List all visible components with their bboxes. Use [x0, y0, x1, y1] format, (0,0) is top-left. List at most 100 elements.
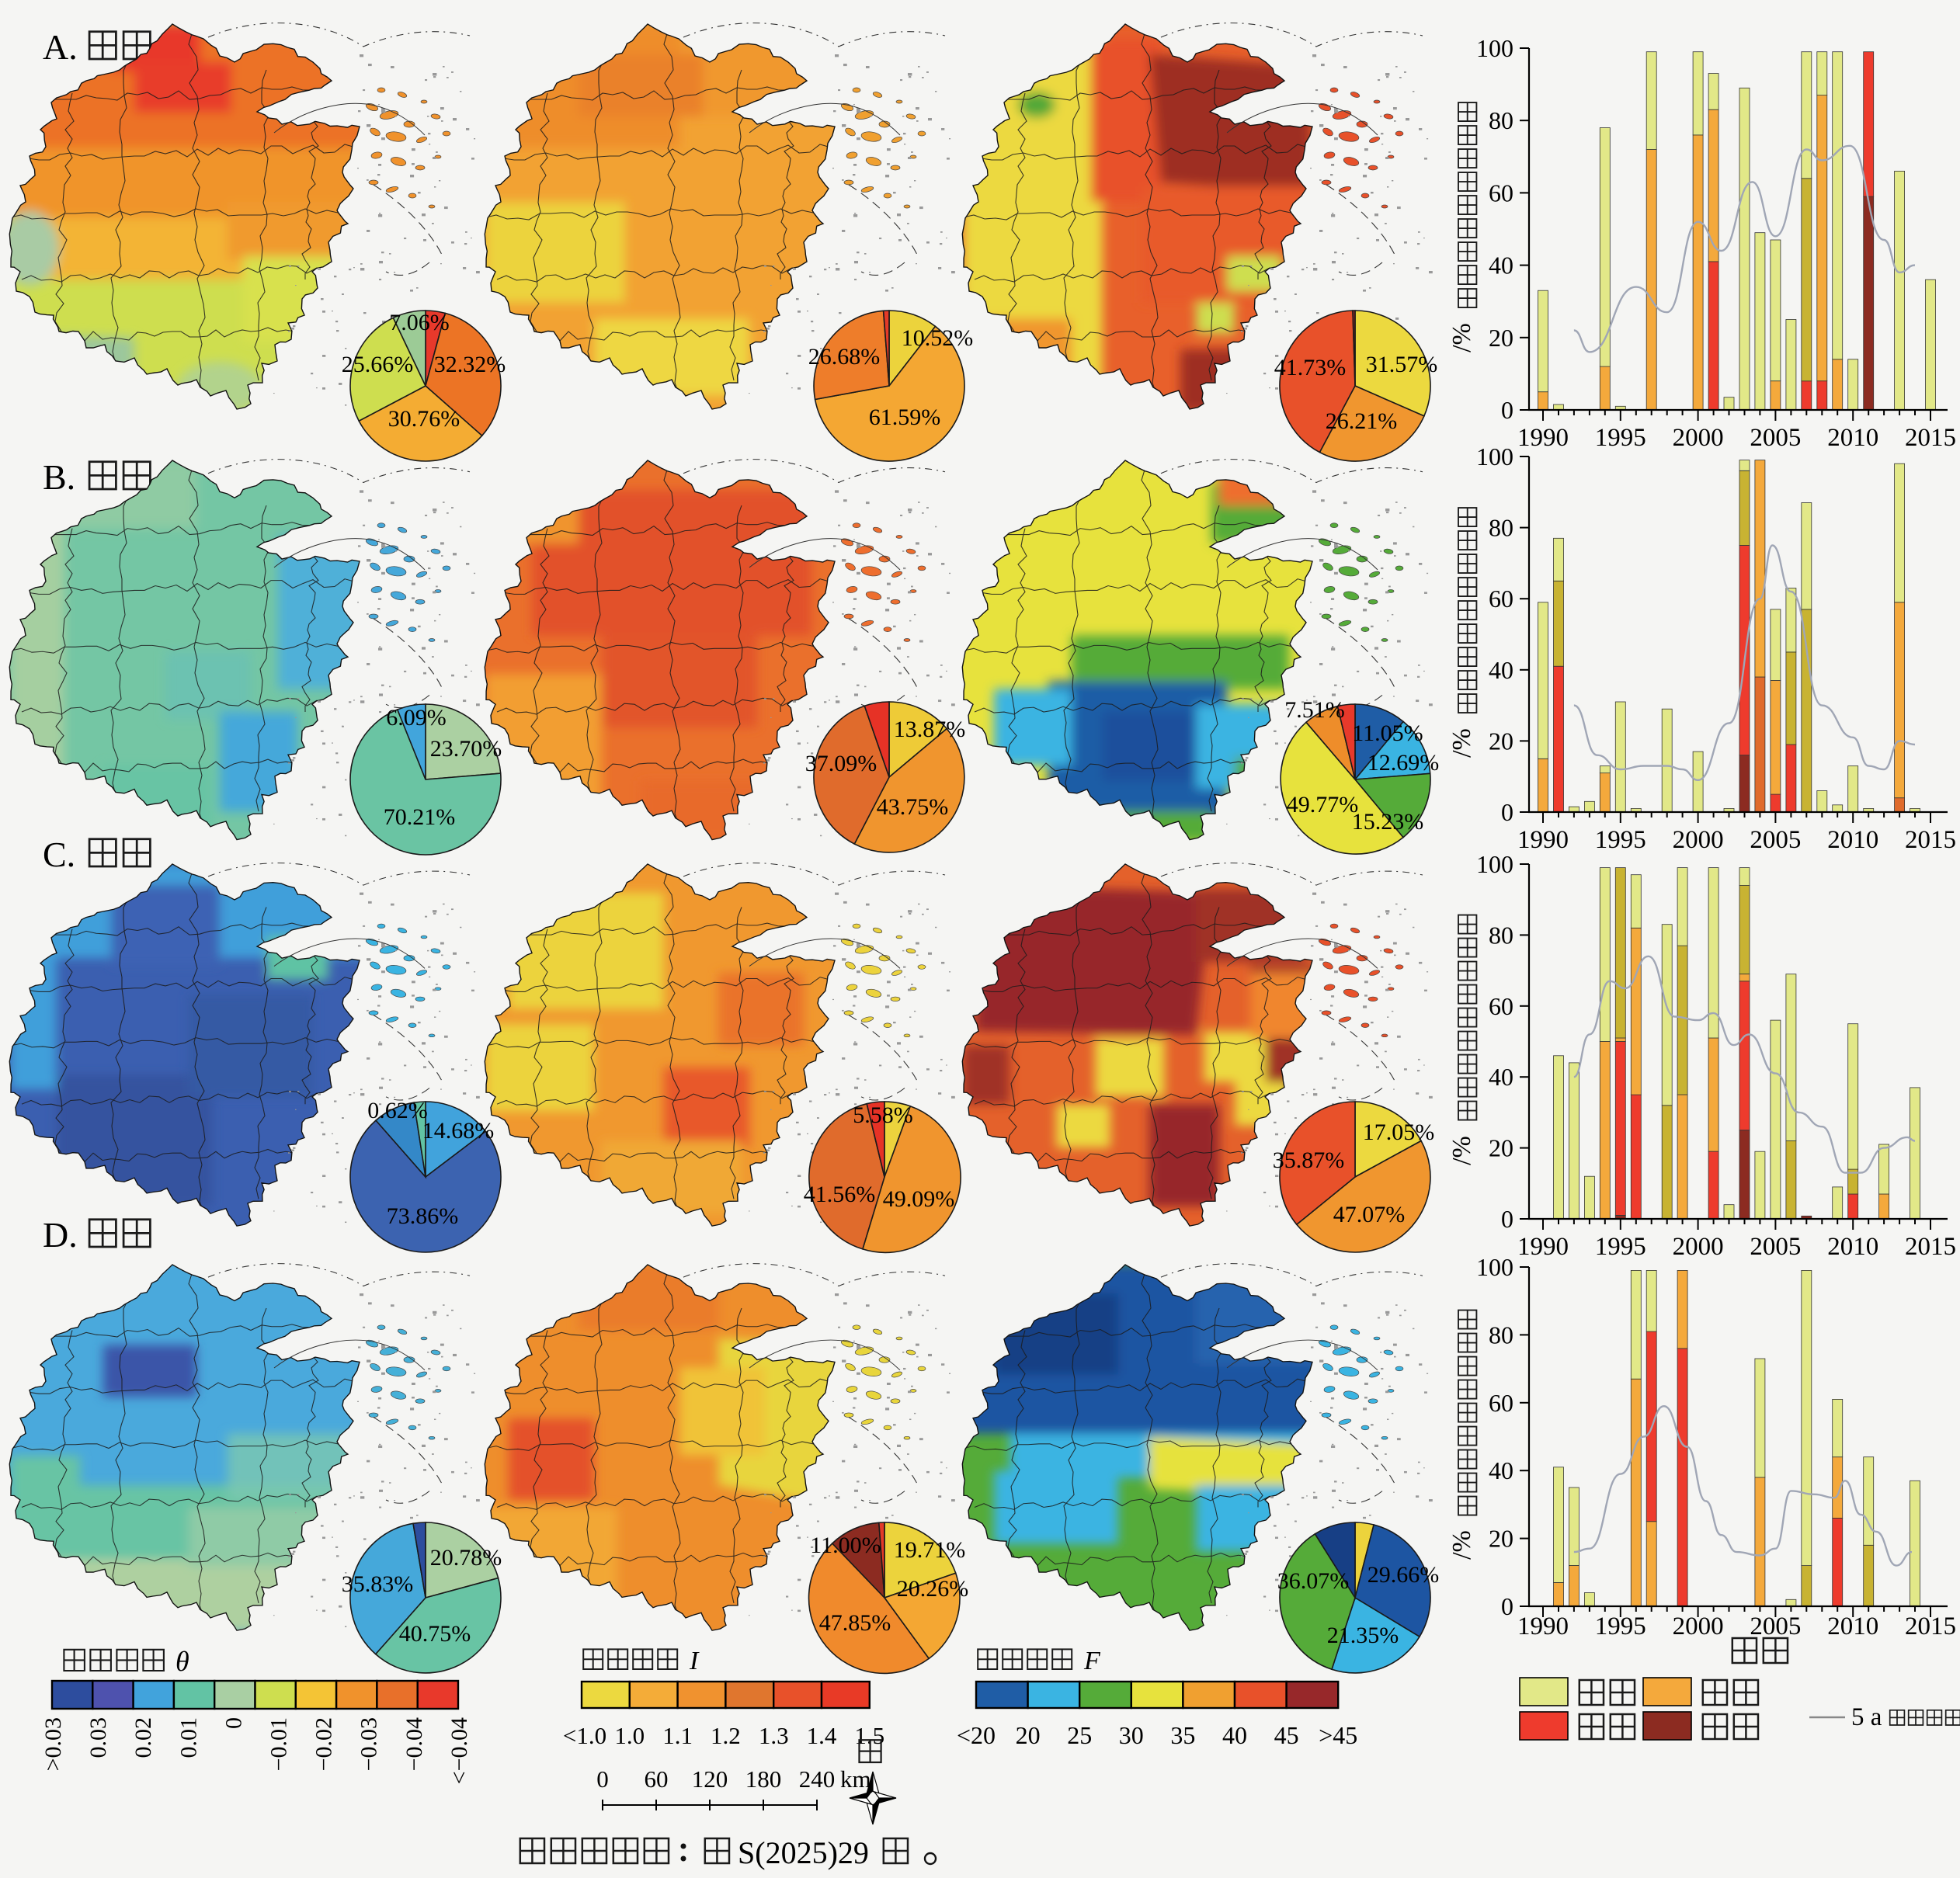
svg-text:2015: 2015	[1905, 1612, 1956, 1640]
svg-text:26.21%: 26.21%	[1326, 408, 1398, 434]
svg-text:−0.04: −0.04	[401, 1717, 427, 1771]
svg-text:70.21%: 70.21%	[384, 804, 456, 830]
svg-text:/%: /%	[1447, 1530, 1476, 1560]
svg-text:32.32%: 32.32%	[434, 352, 506, 377]
svg-text:20: 20	[1489, 324, 1513, 352]
svg-text:80: 80	[1489, 1321, 1513, 1349]
svg-text:21.35%: 21.35%	[1327, 1623, 1399, 1648]
svg-text:0: 0	[596, 1765, 609, 1793]
svg-text:7.06%: 7.06%	[389, 310, 450, 335]
svg-text:1.0: 1.0	[614, 1722, 645, 1749]
svg-text:29.66%: 29.66%	[1367, 1562, 1440, 1588]
svg-text:60: 60	[1489, 179, 1513, 207]
svg-text:1990: 1990	[1517, 1612, 1569, 1640]
svg-text:B.: B.	[43, 457, 75, 497]
svg-text:1.2: 1.2	[711, 1722, 741, 1749]
svg-text:19.71%: 19.71%	[894, 1537, 966, 1563]
svg-text:2005: 2005	[1750, 424, 1801, 452]
svg-text:26.68%: 26.68%	[808, 344, 881, 370]
svg-text:1995: 1995	[1595, 424, 1646, 452]
svg-text:60: 60	[645, 1765, 669, 1793]
svg-text:<−0.04: <−0.04	[447, 1717, 472, 1784]
svg-text:2010: 2010	[1827, 424, 1878, 452]
svg-text:6.09%: 6.09%	[386, 705, 447, 731]
svg-text:0: 0	[1501, 1205, 1513, 1233]
svg-text:2005: 2005	[1750, 1612, 1801, 1640]
svg-text:1995: 1995	[1595, 826, 1646, 854]
svg-text:0.03: 0.03	[85, 1717, 111, 1758]
svg-text:100: 100	[1476, 850, 1513, 878]
svg-text:20.78%: 20.78%	[430, 1545, 502, 1571]
svg-text:47.85%: 47.85%	[819, 1610, 891, 1636]
svg-text:80: 80	[1489, 106, 1513, 134]
svg-text:35: 35	[1170, 1721, 1195, 1749]
svg-text:0.02: 0.02	[130, 1717, 156, 1758]
svg-text:1990: 1990	[1517, 1233, 1569, 1261]
svg-text:2015: 2015	[1905, 424, 1956, 452]
svg-text:49.77%: 49.77%	[1287, 792, 1359, 818]
svg-text:0: 0	[1501, 1592, 1513, 1620]
svg-text:100: 100	[1476, 34, 1513, 62]
svg-text:S(2025)29: S(2025)29	[738, 1835, 869, 1870]
svg-text:14.68%: 14.68%	[422, 1118, 495, 1144]
svg-text:<20: <20	[957, 1721, 996, 1749]
svg-text:180: 180	[745, 1765, 782, 1793]
svg-text:2015: 2015	[1905, 1233, 1956, 1261]
svg-text:30.76%: 30.76%	[388, 406, 460, 432]
svg-text:/%: /%	[1447, 1136, 1476, 1165]
svg-text:60: 60	[1489, 992, 1513, 1020]
svg-text:23.70%: 23.70%	[430, 736, 502, 762]
svg-text:2000: 2000	[1673, 1233, 1724, 1261]
svg-text:D.: D.	[43, 1215, 78, 1255]
svg-text:/%: /%	[1447, 728, 1476, 758]
svg-text:49.09%: 49.09%	[883, 1186, 955, 1212]
svg-text:25.66%: 25.66%	[342, 352, 414, 377]
svg-text:60: 60	[1489, 1389, 1513, 1417]
svg-text:F: F	[1083, 1647, 1101, 1675]
svg-text:5 a: 5 a	[1851, 1703, 1882, 1731]
svg-text:40: 40	[1489, 1063, 1513, 1091]
svg-text:2010: 2010	[1827, 826, 1878, 854]
svg-text:0: 0	[221, 1717, 246, 1729]
svg-text:0: 0	[1501, 798, 1513, 826]
svg-text:13.87%: 13.87%	[894, 717, 966, 742]
svg-text:40: 40	[1489, 252, 1513, 279]
svg-text:120: 120	[692, 1765, 728, 1793]
svg-text:40: 40	[1489, 1456, 1513, 1484]
svg-text:0: 0	[1501, 396, 1513, 424]
svg-text:240: 240	[799, 1765, 836, 1793]
svg-text:>45: >45	[1319, 1721, 1357, 1749]
svg-text:5.58%: 5.58%	[853, 1102, 913, 1128]
svg-text:7.51%: 7.51%	[1284, 697, 1345, 723]
svg-text:25: 25	[1067, 1721, 1092, 1749]
svg-text:1.3: 1.3	[759, 1722, 789, 1749]
svg-text:2000: 2000	[1673, 826, 1724, 854]
svg-text:41.73%: 41.73%	[1274, 355, 1347, 380]
svg-text:60: 60	[1489, 585, 1513, 613]
svg-text:km: km	[840, 1765, 871, 1793]
svg-text:2000: 2000	[1673, 1612, 1724, 1640]
svg-text:−0.02: −0.02	[311, 1717, 337, 1771]
svg-text:−0.01: −0.01	[266, 1717, 292, 1771]
svg-text:2010: 2010	[1827, 1612, 1878, 1640]
svg-text:2015: 2015	[1905, 826, 1956, 854]
svg-text:2005: 2005	[1750, 1233, 1801, 1261]
svg-text:31.57%: 31.57%	[1366, 352, 1438, 377]
svg-text:2000: 2000	[1673, 424, 1724, 452]
svg-text:1995: 1995	[1595, 1233, 1646, 1261]
svg-text:<1.0: <1.0	[563, 1722, 606, 1749]
svg-text:2010: 2010	[1827, 1233, 1878, 1261]
svg-text:/%: /%	[1447, 323, 1476, 352]
svg-text:73.86%: 73.86%	[387, 1203, 459, 1229]
svg-text:45: 45	[1274, 1721, 1299, 1749]
svg-text:17.05%: 17.05%	[1363, 1120, 1435, 1145]
svg-text:1.4: 1.4	[807, 1722, 837, 1749]
svg-text:40.75%: 40.75%	[399, 1621, 471, 1647]
svg-text:−0.03: −0.03	[356, 1717, 382, 1771]
svg-text:C.: C.	[43, 835, 75, 874]
svg-text:43.75%: 43.75%	[877, 794, 949, 820]
svg-text:12.69%: 12.69%	[1367, 750, 1440, 776]
svg-text:1.1: 1.1	[662, 1722, 693, 1749]
svg-text:37.09%: 37.09%	[805, 751, 877, 776]
svg-text:20: 20	[1489, 1525, 1513, 1553]
